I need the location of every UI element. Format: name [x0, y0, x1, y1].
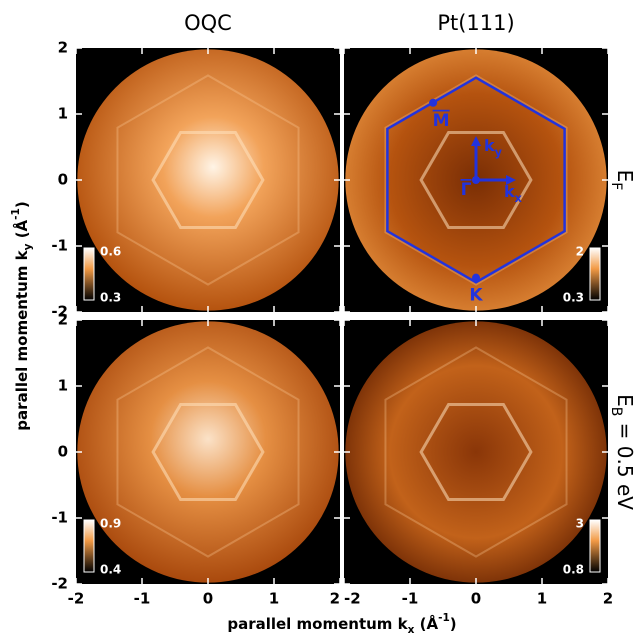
y-tick-label: -2 [51, 575, 68, 593]
y-tick-label: 1 [58, 105, 68, 123]
x-tick-label: -2 [68, 590, 85, 608]
band-feature [116, 346, 300, 558]
x-axis-label: parallel momentum kx (Å-1) [227, 612, 456, 636]
label-part: y [22, 243, 34, 250]
label-part: F [608, 182, 624, 190]
annotation-point [429, 98, 438, 107]
x-tick-label: 1 [537, 590, 547, 608]
panel: 0.6 0.3 [75, 47, 341, 313]
label-part: x [408, 624, 415, 636]
label-part: -1 [438, 612, 450, 624]
colorbar-max-label: 0.9 [100, 517, 121, 531]
annotation-label: M [433, 111, 450, 131]
axis-arrow-label: kx [504, 182, 523, 205]
y-tick-label: 0 [58, 171, 68, 189]
label-part: ) [450, 615, 457, 633]
colorbar-min-label: 0.3 [563, 291, 584, 305]
label-part: (Å [414, 614, 438, 633]
y-tick-label: -2 [51, 303, 68, 321]
panel: 0.9 0.4 [75, 319, 341, 585]
axis-arrow-label: ky [484, 136, 503, 159]
brillouin-zone [386, 76, 566, 284]
annotation-point [472, 273, 480, 282]
x-tick-label: -1 [402, 590, 419, 608]
annotation-label: K [469, 286, 483, 306]
band-feature [384, 346, 568, 558]
band-feature [151, 402, 265, 502]
label-part: parallel momentum k [13, 249, 31, 430]
column-title: Pt(111) [437, 11, 514, 35]
colorbar [83, 247, 95, 301]
x-tick-label: -1 [134, 590, 151, 608]
colorbar-max-label: 3 [576, 517, 584, 531]
x-tick-label: -2 [344, 590, 361, 608]
band-feature [384, 74, 568, 286]
label-part: k [484, 136, 495, 155]
label-part: B [608, 407, 624, 417]
label-part: ) [13, 201, 31, 208]
intensity-map [345, 321, 607, 583]
arrowhead [471, 136, 481, 146]
y-tick-label: -1 [51, 509, 68, 527]
panel: 30.8 [343, 319, 609, 585]
y-tick-label: 1 [58, 377, 68, 395]
row-label: EF [608, 170, 638, 191]
label-part: (Å [12, 219, 31, 243]
label-part: E [614, 170, 638, 183]
intensity-map [77, 49, 339, 311]
label-part: k [504, 182, 515, 201]
colorbar [589, 519, 601, 573]
label-part: x [515, 192, 523, 205]
y-tick-label: 2 [58, 39, 68, 57]
label-part: = 0.5 eV [614, 416, 638, 510]
y-axis-label: parallel momentum ky (Å-1) [10, 201, 34, 430]
y-tick-label: 2 [58, 311, 68, 329]
x-tick-label: 0 [471, 590, 481, 608]
x-tick-label: 2 [330, 590, 340, 608]
colorbar-min-label: 0.3 [100, 291, 121, 305]
colorbar-max-label: 2 [576, 245, 584, 259]
intensity-map [77, 321, 339, 583]
colorbar-max-label: 0.6 [100, 245, 121, 259]
colorbar [83, 519, 95, 573]
label-part: y [495, 146, 503, 159]
band-feature [151, 130, 265, 230]
arrowhead [506, 175, 516, 185]
label-part: -1 [10, 208, 22, 220]
x-tick-label: 0 [203, 590, 213, 608]
colorbar [589, 247, 601, 301]
x-tick-label: 2 [603, 590, 613, 608]
band-feature [116, 74, 300, 286]
band-feature [419, 130, 533, 230]
colorbar-min-label: 0.4 [100, 563, 121, 577]
y-tick-label: -1 [51, 237, 68, 255]
row-label: EB = 0.5 eV [608, 394, 638, 510]
label-part: E [614, 394, 638, 407]
annotation-label: Γ [461, 180, 472, 200]
column-title: OQC [184, 11, 232, 35]
x-tick-label: 1 [269, 590, 279, 608]
label-part: parallel momentum k [227, 615, 408, 633]
y-tick-label: 0 [58, 443, 68, 461]
colorbar-min-label: 0.8 [563, 563, 584, 577]
band-feature [419, 402, 533, 502]
